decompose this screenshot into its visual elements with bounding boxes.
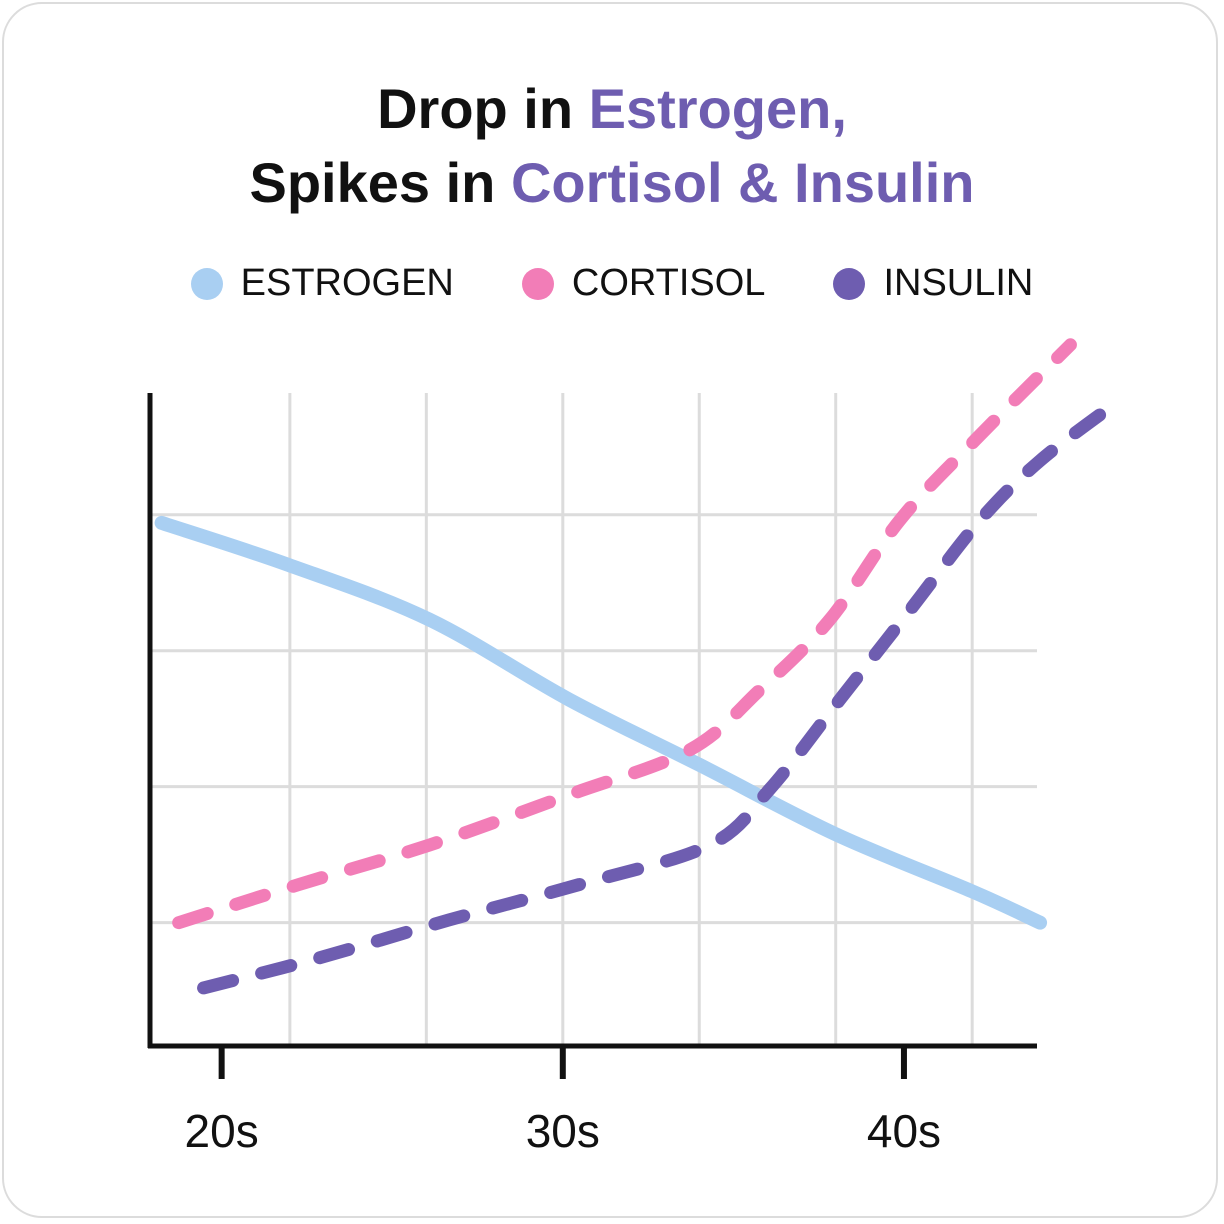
legend-label: CORTISOL bbox=[571, 262, 766, 304]
chart-title: Drop in Estrogen, Spikes in Cortisol & In… bbox=[0, 72, 1224, 220]
x-tick-label: 30s bbox=[526, 1105, 600, 1157]
series-line bbox=[154, 515, 1048, 930]
series-line bbox=[197, 396, 1122, 995]
title-line: Spikes in Cortisol & Insulin bbox=[0, 146, 1224, 220]
title-part: Cortisol & Insulin bbox=[510, 151, 975, 214]
x-tick-label: 20s bbox=[185, 1105, 259, 1157]
title-part: Spikes in bbox=[249, 151, 511, 214]
legend-item: ESTROGEN bbox=[190, 262, 454, 305]
legend-item: CORTISOL bbox=[521, 262, 766, 305]
legend-marker bbox=[190, 267, 223, 300]
legend-marker bbox=[833, 267, 866, 300]
x-tick-label: 40s bbox=[867, 1105, 941, 1157]
legend: ESTROGEN CORTISOL INSULIN bbox=[0, 262, 1224, 305]
series-line bbox=[172, 338, 1077, 930]
legend-item: INSULIN bbox=[833, 262, 1033, 305]
legend-marker bbox=[521, 267, 554, 300]
title-part: Estrogen, bbox=[588, 77, 847, 140]
title-part: Drop in bbox=[377, 77, 589, 140]
legend-label: INSULIN bbox=[883, 262, 1034, 304]
legend-label: ESTROGEN bbox=[240, 262, 454, 304]
title-line: Drop in Estrogen, bbox=[0, 72, 1224, 146]
